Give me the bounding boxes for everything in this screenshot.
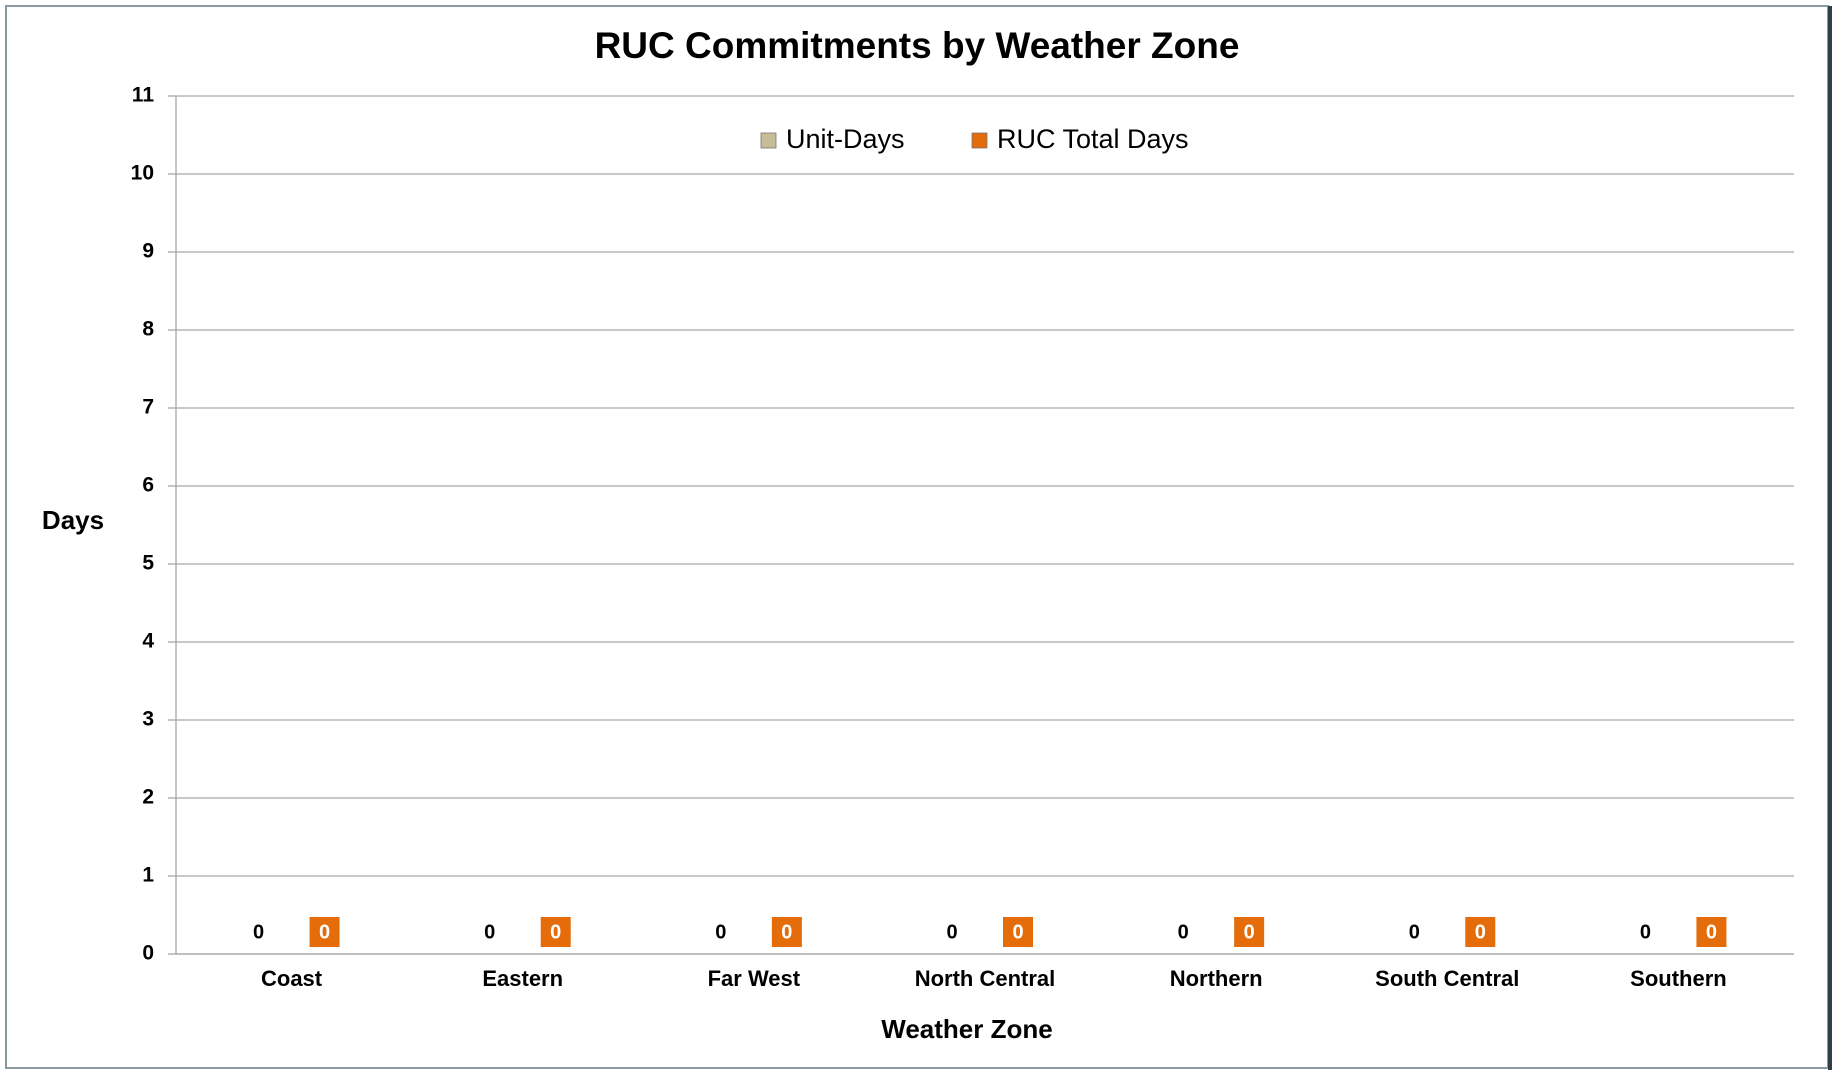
data-label-box	[309, 917, 340, 947]
y-tick-label: 7	[142, 396, 154, 419]
chart-title: RUC Commitments by Weather Zone	[595, 25, 1240, 66]
data-label: 0	[1475, 921, 1486, 943]
data-label: 0	[715, 921, 726, 943]
y-tick-label: 5	[142, 552, 154, 575]
y-tick-label: 3	[142, 708, 154, 731]
x-tick-label: South Central	[1375, 966, 1519, 991]
data-label: 0	[1244, 921, 1255, 943]
y-axis-label: Days	[42, 505, 104, 535]
data-label: 0	[1178, 921, 1189, 943]
legend-label: Unit-Days	[786, 124, 905, 154]
x-tick-label: Northern	[1170, 966, 1263, 991]
data-label: 0	[946, 921, 957, 943]
data-label: 0	[253, 921, 264, 943]
y-tick-label: 6	[142, 474, 154, 497]
legend-label: RUC Total Days	[997, 124, 1189, 154]
data-label-box	[540, 917, 571, 947]
data-label-box	[771, 917, 802, 947]
x-tick-label: Southern	[1630, 966, 1727, 991]
y-tick-label: 10	[131, 162, 154, 185]
data-label: 0	[1012, 921, 1023, 943]
y-tick-label: 2	[142, 786, 154, 809]
y-tick-label: 11	[132, 84, 155, 107]
chart-frame	[5, 5, 1829, 1069]
legend-swatch	[760, 132, 777, 149]
data-label-box	[1234, 917, 1265, 947]
data-label: 0	[484, 921, 495, 943]
x-tick-label: Far West	[708, 966, 801, 991]
data-label: 0	[1706, 921, 1717, 943]
data-label: 0	[319, 921, 330, 943]
y-tick-label: 1	[142, 864, 154, 887]
data-label: 0	[1640, 921, 1651, 943]
y-tick-label: 4	[142, 630, 154, 653]
x-axis-label: Weather Zone	[881, 1014, 1052, 1044]
x-tick-label: Coast	[261, 966, 323, 991]
data-label-box	[1696, 917, 1727, 947]
x-tick-label: Eastern	[482, 966, 563, 991]
y-tick-label: 9	[142, 240, 154, 263]
data-label: 0	[781, 921, 792, 943]
y-tick-label: 8	[142, 318, 154, 341]
data-label: 0	[1409, 921, 1420, 943]
data-label-box	[1465, 917, 1496, 947]
data-label-box	[1003, 917, 1033, 947]
y-tick-label: 0	[142, 942, 154, 965]
data-label: 0	[550, 921, 561, 943]
x-tick-label: North Central	[915, 966, 1056, 991]
legend-swatch	[971, 132, 988, 149]
